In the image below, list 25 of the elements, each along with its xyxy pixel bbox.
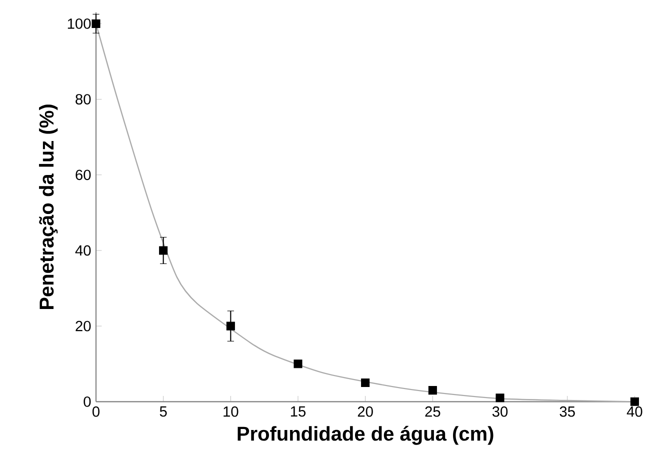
point	[226, 322, 235, 330]
x-tick-label: 15	[290, 406, 306, 417]
x-tick-label: 35	[560, 406, 575, 417]
y-tick-label: 80	[76, 94, 91, 104]
y-tick-label: 40	[75, 245, 91, 256]
point	[496, 394, 504, 402]
y-axis-title: Penetração da luz (%)	[39, 104, 58, 310]
point	[294, 360, 302, 368]
y-tick-label: 100	[68, 18, 91, 29]
x-tick-label: 10	[224, 406, 238, 417]
x-axis-title: Profundidade de água (cm)	[238, 426, 494, 445]
point	[92, 19, 100, 28]
x-tick-label: 25	[425, 406, 440, 417]
y-tick-label: 20	[76, 320, 91, 332]
point	[630, 397, 639, 406]
y-tick-label: 60	[76, 170, 91, 180]
x-tick-label: 20	[358, 406, 373, 417]
x-tick-label: 40	[626, 406, 642, 417]
point	[159, 246, 168, 255]
x-tick-label: 0	[92, 406, 100, 417]
x-tick-label: 5	[160, 406, 167, 417]
point	[428, 386, 437, 395]
x-tick-label: 30	[492, 406, 508, 417]
y-tick-label: 0	[84, 396, 91, 407]
point	[361, 378, 370, 388]
